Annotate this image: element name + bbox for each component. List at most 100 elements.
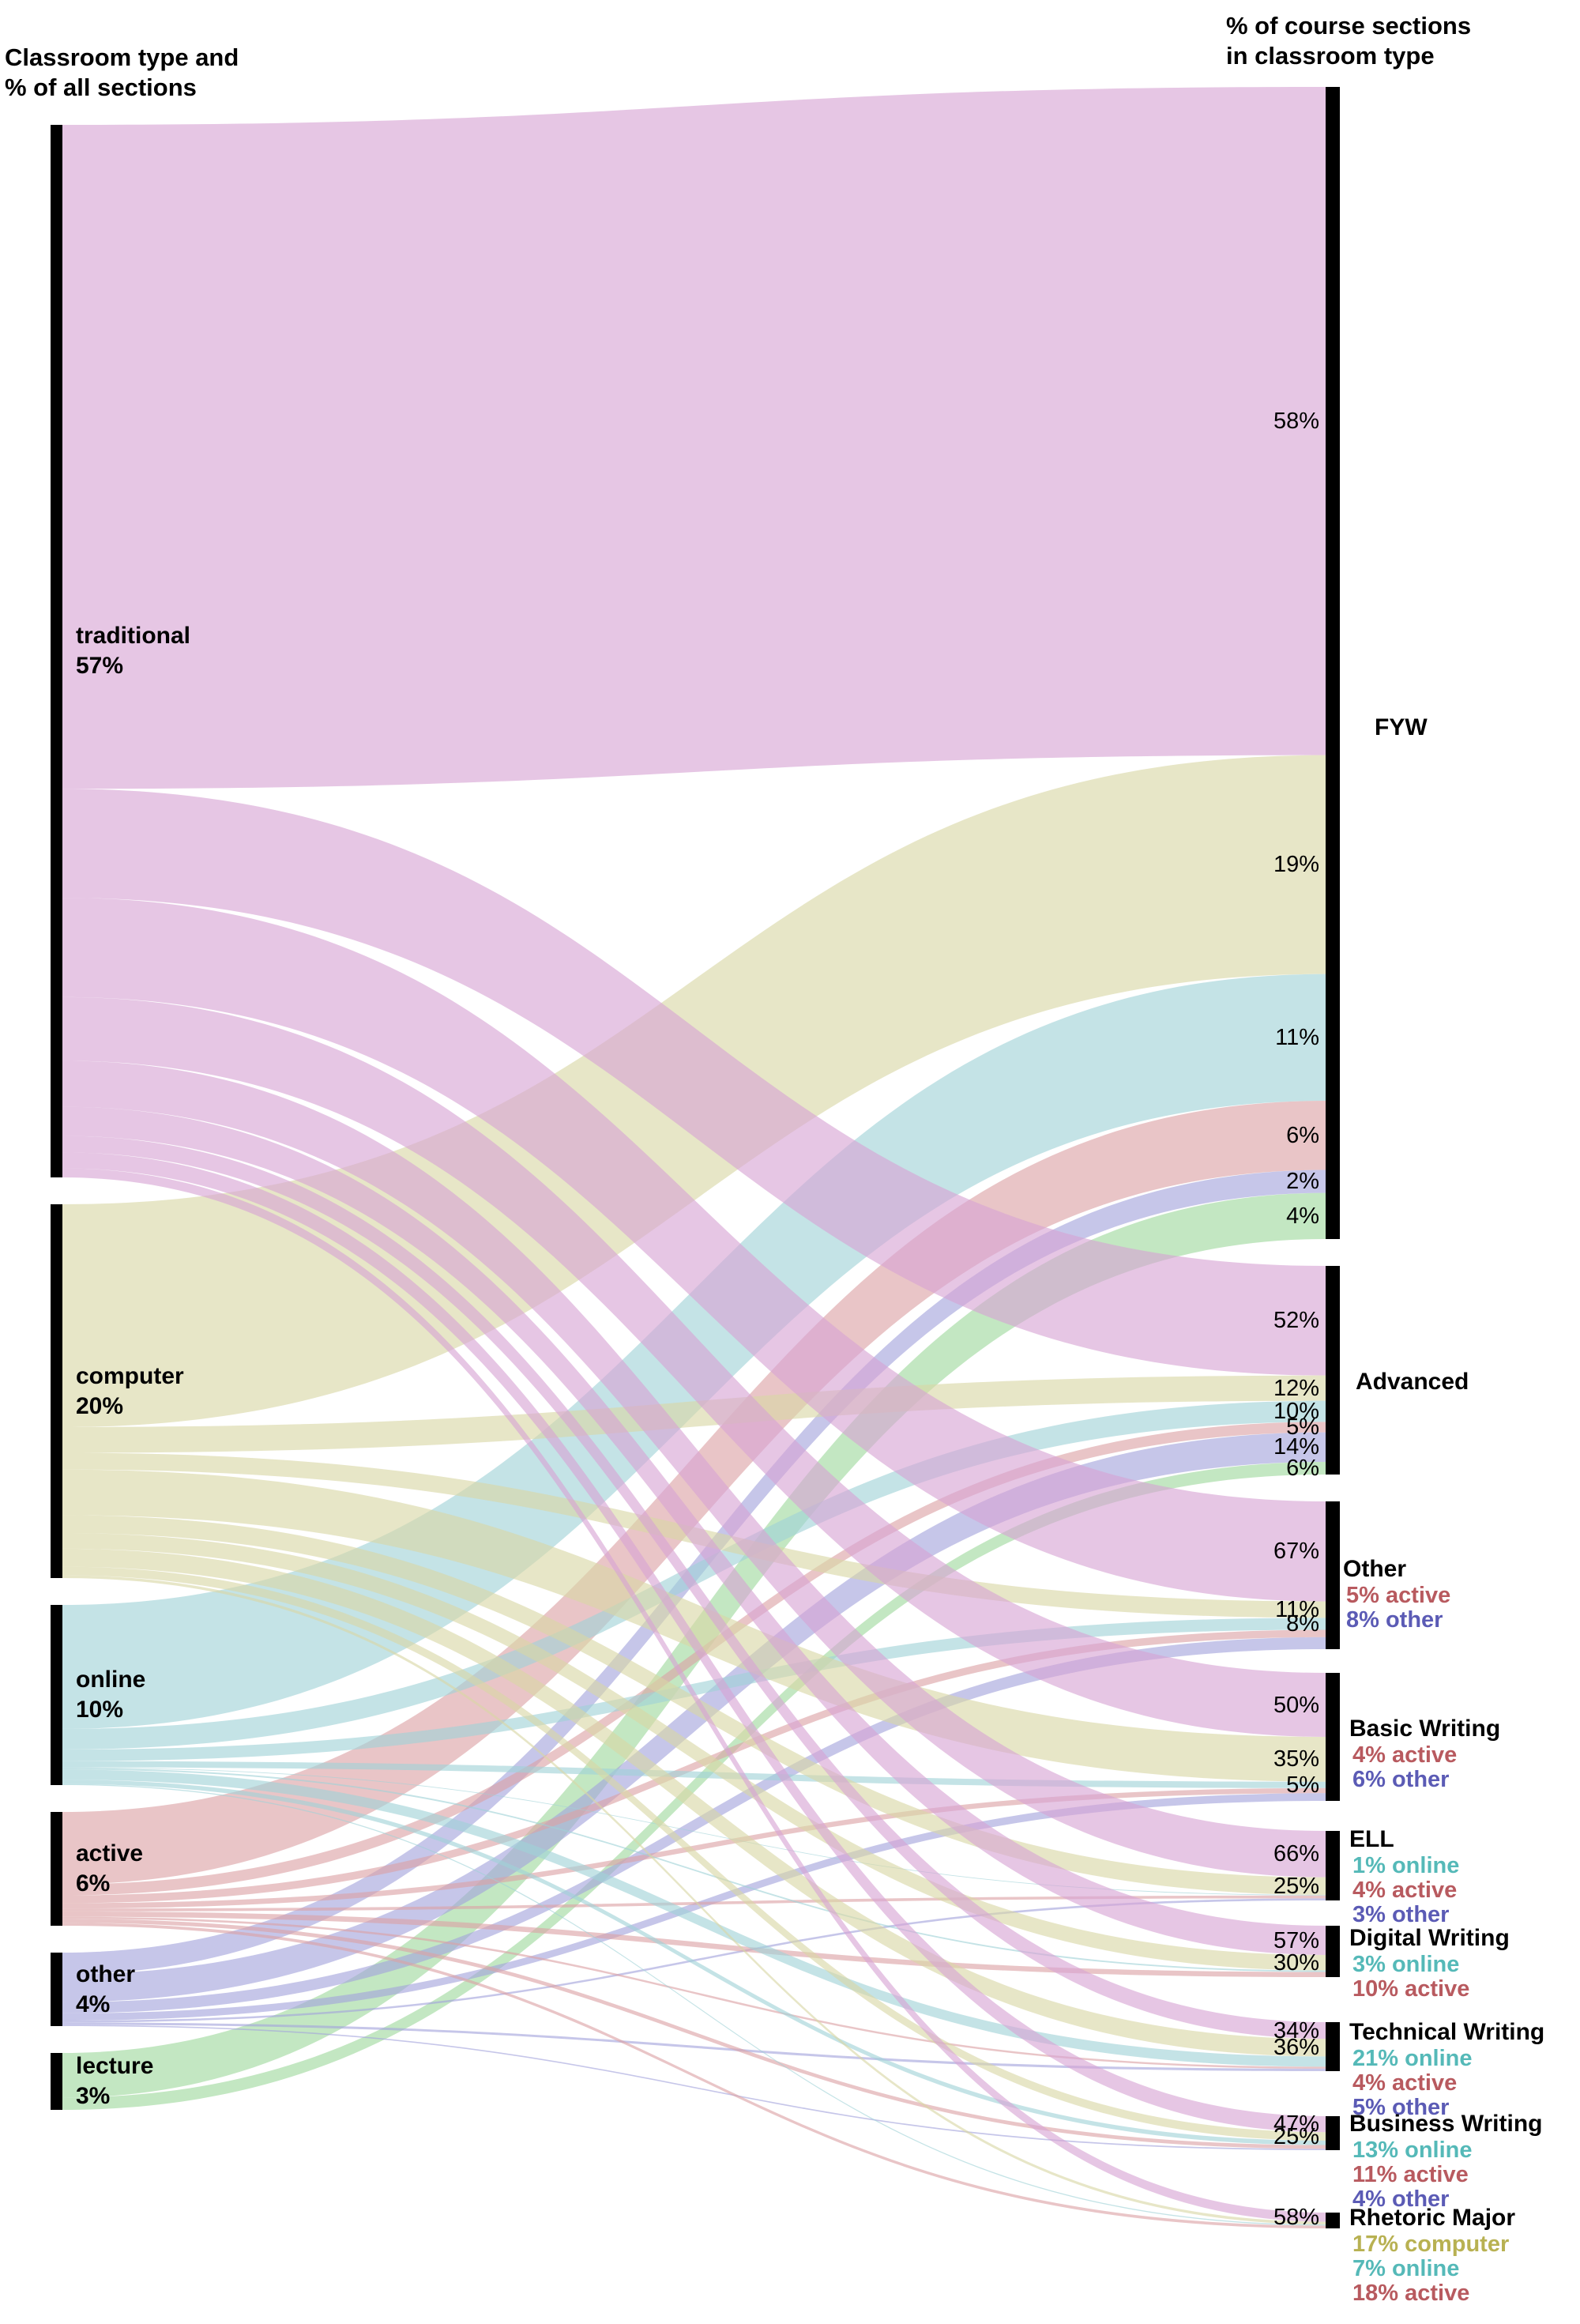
target-bar-advanced [1326, 1266, 1340, 1475]
target-bar-basic [1326, 1673, 1340, 1801]
source-label-computer: computer 20% [76, 1362, 184, 1422]
flow-active-to-technical [62, 1916, 1326, 2069]
source-name: active [76, 1840, 144, 1866]
band-percent-basic-online: 5% [1286, 1772, 1319, 1798]
sub-label-ell-online: 1% online [1352, 1853, 1460, 1878]
flow-traditional-to-ell [62, 1060, 1326, 1878]
flow-active-to-advanced [62, 1422, 1326, 1896]
flow-computer-to-advanced [62, 1375, 1326, 1453]
band-percent-other_course-computer: 11% [1275, 1596, 1319, 1622]
flow-traditional-to-business [62, 1152, 1326, 2133]
band-percent-advanced-online: 10% [1273, 1399, 1319, 1424]
source-label-traditional: traditional 57% [76, 621, 190, 681]
target-bar-technical [1326, 2022, 1340, 2071]
source-bar-computer [51, 1204, 62, 1578]
target-label-advanced: Advanced [1356, 1369, 1469, 1395]
band-percent-other_course-traditional: 67% [1273, 1539, 1319, 1565]
right-header: % of course sections in classroom type [1226, 12, 1472, 70]
band-percent-technical-computer: 36% [1273, 2035, 1319, 2061]
source-percent: 6% [76, 1870, 111, 1896]
band-percent-fyw-online: 11% [1275, 1024, 1319, 1050]
flow-other-to-advanced [62, 1432, 1326, 2002]
sub-label-business-online: 13% online [1352, 2138, 1473, 2163]
sankey-nodes [51, 87, 1340, 2228]
sub-label-other_course-other: 8% other [1346, 1607, 1443, 1633]
band-percent-ell-computer: 25% [1273, 1873, 1319, 1899]
flow-other-to-business [62, 2025, 1326, 2150]
flow-traditional-to-advanced [62, 789, 1326, 1376]
sub-label-technical-other: 5% other [1352, 2095, 1450, 2120]
band-percent-fyw-other: 2% [1286, 1169, 1319, 1195]
source-percent: 4% [76, 1991, 111, 2017]
flow-traditional-to-other_course [62, 898, 1326, 1602]
flow-traditional-to-technical [62, 1136, 1326, 2040]
band-percent-digital-traditional: 57% [1273, 1927, 1319, 1953]
target-label-fyw: FYW [1375, 714, 1428, 740]
flow-online-to-technical [62, 1769, 1326, 2067]
band-percent-fyw-lecture: 4% [1286, 1203, 1319, 1229]
flow-online-to-other_course [62, 1618, 1326, 1761]
sub-label-digital-online: 3% online [1352, 1952, 1460, 1977]
sub-label-rhetoric-computer: 17% computer [1352, 2232, 1510, 2257]
target-bar-ell [1326, 1831, 1340, 1900]
target-label-rhetoric: Rhetoric Major [1349, 2205, 1516, 2231]
flow-active-to-business [62, 1919, 1326, 2149]
flow-other-to-other_course [62, 1637, 1326, 2013]
band-percent-digital-computer: 30% [1273, 1949, 1319, 1976]
flow-computer-to-business [62, 1566, 1326, 2141]
band-percent-technical-traditional: 34% [1273, 2017, 1319, 2043]
target-label-basic: Basic Writing [1349, 1716, 1501, 1742]
target-label-business: Business Writing [1349, 2111, 1543, 2137]
flow-traditional-to-fyw [62, 87, 1326, 789]
source-label-other: other 4% [76, 1960, 135, 2020]
flow-computer-to-technical [62, 1548, 1326, 2057]
flow-computer-to-basic [62, 1469, 1326, 1782]
source-label-online: online 10% [76, 1665, 145, 1725]
target-label-technical: Technical Writing [1349, 2019, 1545, 2045]
sub-label-basic-active: 4% active [1352, 1742, 1458, 1768]
sub-label-technical-active: 4% active [1352, 2070, 1458, 2096]
flow-computer-to-ell [62, 1515, 1326, 1895]
source-name: traditional [76, 623, 191, 649]
flow-active-to-digital [62, 1911, 1326, 1977]
band-percent-other_course-online: 8% [1286, 1610, 1319, 1637]
source-bar-lecture [51, 2053, 62, 2110]
sub-label-rhetoric-active: 18% active [1352, 2281, 1470, 2306]
source-percent: 20% [76, 1392, 124, 1419]
flow-computer-to-rhetoric [62, 1575, 1326, 2224]
target-label-other_course: Other [1343, 1556, 1407, 1582]
sub-label-ell-active: 4% active [1352, 1878, 1458, 1903]
flow-active-to-rhetoric [62, 1923, 1326, 2228]
sub-label-technical-online: 21% online [1352, 2046, 1473, 2071]
band-percent-basic-traditional: 50% [1273, 1692, 1319, 1718]
source-percent: 57% [76, 653, 124, 679]
band-percent-business-computer: 25% [1273, 2123, 1319, 2149]
band-percent-advanced-active: 5% [1286, 1414, 1319, 1440]
band-percent-rhetoric-traditional: 58% [1273, 2204, 1319, 2230]
flow-online-to-business [62, 1780, 1326, 2145]
band-percent-advanced-other: 14% [1273, 1434, 1319, 1460]
flow-lecture-to-advanced [62, 1462, 1326, 2110]
sub-label-digital-active: 10% active [1352, 1976, 1470, 2002]
sub-label-ell-other: 3% other [1352, 1902, 1450, 1927]
flow-computer-to-digital [62, 1533, 1326, 1971]
source-percent: 10% [76, 1697, 124, 1723]
flow-online-to-digital [62, 1768, 1326, 1972]
flow-online-to-advanced [62, 1400, 1326, 1750]
flow-active-to-ell [62, 1895, 1326, 1912]
band-percent-fyw-computer: 19% [1273, 852, 1319, 878]
target-label-digital: Digital Writing [1349, 1925, 1510, 1951]
band-percent-fyw-traditional: 58% [1273, 408, 1319, 434]
band-percent-basic-computer: 35% [1273, 1746, 1319, 1772]
source-bar-traditional [51, 125, 62, 1177]
flow-other-to-technical [62, 2022, 1326, 2071]
band-percent-fyw-active: 6% [1286, 1122, 1319, 1148]
target-bar-digital [1326, 1926, 1340, 1977]
source-bar-online [51, 1605, 62, 1785]
source-label-lecture: lecture 3% [76, 2051, 153, 2111]
flow-active-to-fyw [62, 1101, 1326, 1885]
target-bar-fyw [1326, 87, 1340, 1239]
band-percent-advanced-lecture: 6% [1286, 1456, 1319, 1481]
source-name: online [76, 1667, 146, 1693]
source-name: computer [76, 1362, 184, 1389]
